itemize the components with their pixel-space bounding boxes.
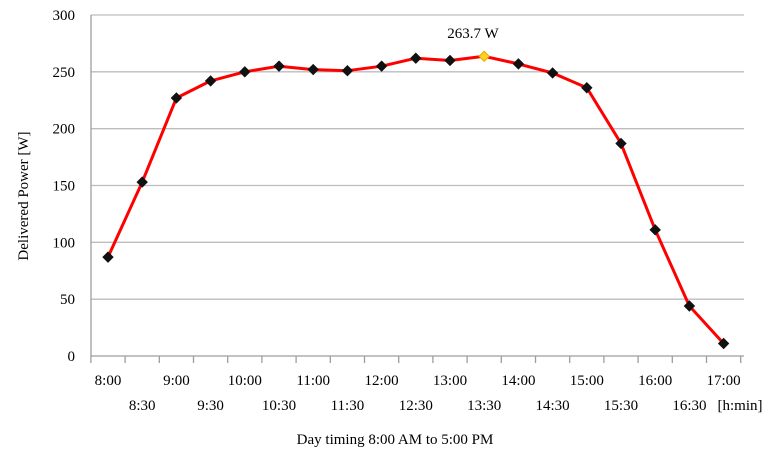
data-markers [102, 50, 730, 350]
series-line [106, 54, 725, 345]
data-point [444, 54, 456, 67]
x-tick-label: 14:30 [536, 398, 570, 414]
x-tick-label: 8:00 [95, 373, 122, 389]
y-tick-label: 100 [53, 235, 76, 251]
y-tick-label: 200 [53, 122, 76, 138]
peak-data-point [478, 50, 490, 62]
data-point [204, 75, 217, 87]
x-tick-labels: 8:00 9:00 10:00 11:00 12:00 13:00 14:00 15:00 16… [95, 373, 741, 414]
data-point [615, 137, 627, 150]
x-tick-label: 12:30 [399, 398, 433, 414]
y-tick-label: 300 [53, 8, 76, 24]
x-tick-label: 17:00 [707, 373, 741, 389]
data-point [170, 92, 183, 104]
x-tick-label: 10:00 [228, 373, 262, 389]
x-tick-label: 9:30 [197, 398, 224, 414]
x-unit-label: [h:min] [718, 398, 763, 414]
x-tick-label: 12:00 [365, 373, 399, 389]
y-tick-label: 50 [60, 292, 75, 308]
data-point [410, 52, 422, 64]
x-tick-label: 15:00 [570, 373, 604, 389]
x-tick-label: 8:30 [129, 398, 156, 414]
data-point [102, 251, 114, 263]
x-tick-label: 14:00 [501, 373, 535, 389]
x-tick-label: 10:30 [262, 398, 296, 414]
x-tick-label: 16:30 [672, 398, 706, 414]
x-tick-label: 11:30 [331, 398, 365, 414]
series-line [106, 54, 725, 345]
data-point [307, 63, 319, 76]
peak-annotation: 263.7 W [447, 26, 499, 42]
data-point [341, 64, 354, 77]
gridlines [91, 14, 744, 300]
data-point [512, 58, 525, 70]
data-point [273, 60, 285, 72]
x-tick-label: 11:00 [296, 373, 330, 389]
x-tick-label: 16:00 [638, 373, 672, 389]
y-tick-label: 150 [53, 179, 76, 195]
x-axis-title: Day timing 8:00 AM to 5:00 PM [297, 432, 494, 448]
data-point [717, 337, 730, 350]
x-tick-label: 15:30 [604, 398, 638, 414]
axes [90, 15, 744, 363]
data-point [136, 176, 148, 188]
data-point [581, 82, 593, 94]
data-point [546, 67, 559, 79]
y-tick-label: 250 [53, 65, 76, 81]
x-tick-label: 9:00 [163, 373, 190, 389]
data-point [375, 60, 388, 72]
y-tick-label: 0 [68, 349, 76, 365]
x-tick-label: 13:00 [433, 373, 467, 389]
y-tick-labels: 0 50 100 150 200 250 300 [53, 8, 76, 365]
y-axis-title: Delivered Power [W] [16, 131, 32, 260]
data-point [649, 224, 661, 236]
x-tick-label: 13:30 [467, 398, 501, 414]
data-point [683, 300, 696, 312]
data-point [239, 66, 251, 78]
